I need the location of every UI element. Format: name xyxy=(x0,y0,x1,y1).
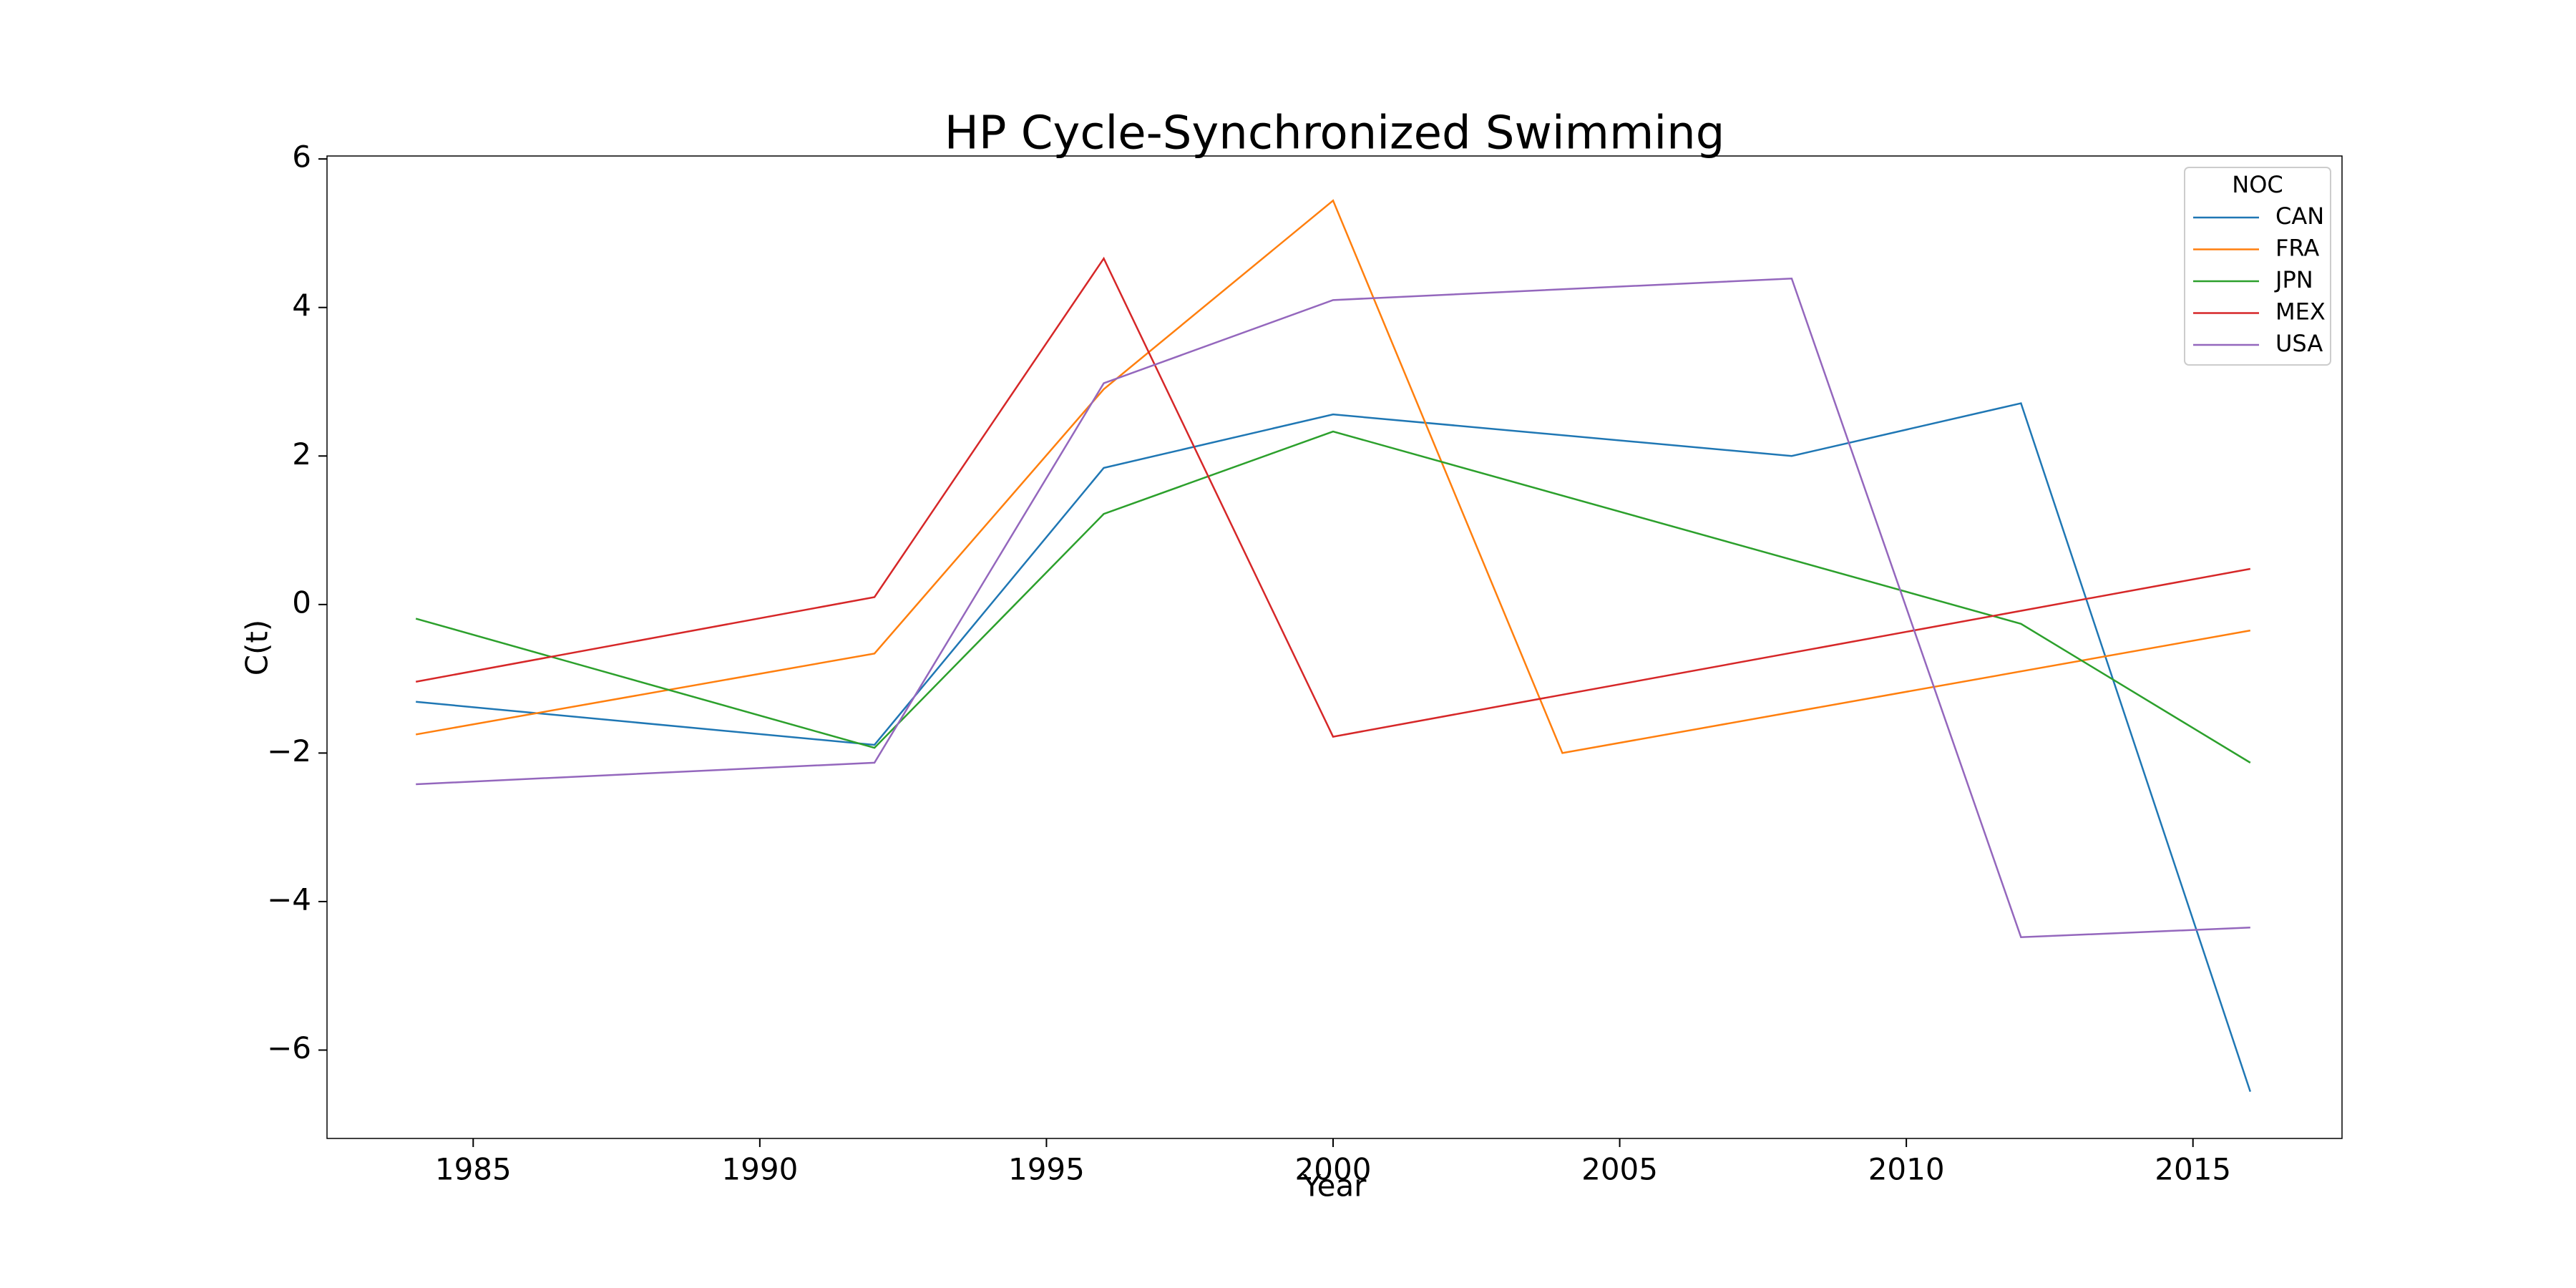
x-tick-label: 1995 xyxy=(1008,1152,1085,1187)
x-axis-label: Year xyxy=(1302,1169,1367,1204)
y-tick-label: −2 xyxy=(267,733,311,769)
x-tick-label: 2005 xyxy=(1581,1152,1658,1187)
y-tick-label: −4 xyxy=(267,882,311,917)
y-axis-label: C(t) xyxy=(240,620,275,676)
legend-title: NOC xyxy=(2232,171,2283,198)
legend-label: FRA xyxy=(2275,235,2319,262)
legend: NOC CAN FRA JPN MEX USA xyxy=(2184,167,2331,366)
chart-title: HP Cycle-Synchronized Swimming xyxy=(945,107,1725,160)
x-tick-label: 2015 xyxy=(2155,1152,2231,1187)
series-line xyxy=(416,402,2252,1093)
x-tick-label: 2000 xyxy=(1295,1152,1372,1187)
x-tick-label: 1990 xyxy=(721,1152,798,1187)
legend-label: MEX xyxy=(2275,298,2326,326)
series-line xyxy=(415,256,2251,738)
series-line xyxy=(415,199,2251,754)
y-tick-label: 2 xyxy=(292,436,311,472)
y-tick-label: 4 xyxy=(292,288,311,323)
x-tick-label: 1985 xyxy=(435,1152,512,1187)
y-tick-label: 6 xyxy=(292,140,311,175)
series-line xyxy=(415,430,2251,763)
x-tick-label: 2010 xyxy=(1868,1152,1945,1187)
legend-label: USA xyxy=(2275,330,2323,357)
legend-label: CAN xyxy=(2275,203,2324,230)
legend-label: JPN xyxy=(2274,266,2313,293)
y-tick-label: −6 xyxy=(267,1030,311,1065)
plot-frame xyxy=(326,155,2343,1139)
y-tick-label: 0 xyxy=(292,585,311,620)
series-line xyxy=(416,277,2250,939)
